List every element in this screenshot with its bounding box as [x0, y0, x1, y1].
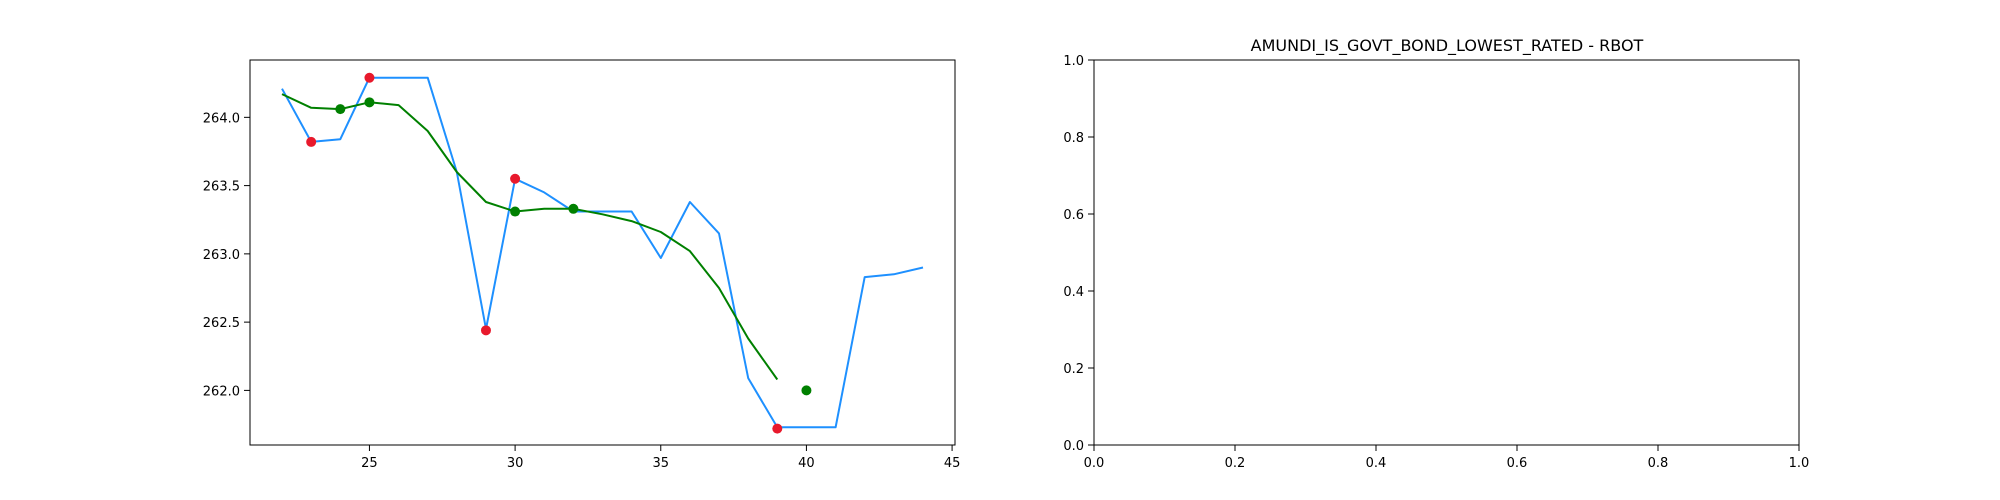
empty-chart-y-tick-label: 0.2 — [1063, 362, 1084, 377]
empty-chart-x-tick-label: 0.2 — [1225, 456, 1246, 471]
price-chart-x-tick-label: 30 — [507, 456, 524, 471]
price-chart-ticks: 25 30 35 40 45 262.0 262.5 263.0 263.5 264.0 — [203, 111, 961, 471]
price-chart-series-4-point — [510, 206, 521, 217]
empty-chart-y-tick-label: 0.0 — [1063, 439, 1084, 454]
empty-chart-x-tick-label: 0.8 — [1648, 456, 1669, 471]
price-chart-y-tick-label: 262.0 — [203, 384, 240, 399]
price-chart-series-2-line — [281, 93, 779, 381]
empty-chart-y-tick-label: 0.4 — [1063, 285, 1084, 300]
price-chart-y-tick-label: 263.0 — [203, 248, 240, 263]
price-chart-plot-area — [281, 72, 924, 434]
price-chart-y-tick-label: 263.5 — [203, 180, 240, 195]
empty-chart-title: AMUNDI_IS_GOVT_BOND_LOWEST_RATED - RBOT — [1251, 36, 1644, 56]
price-chart-series-4-point — [335, 104, 346, 115]
empty-chart-frame — [1093, 59, 1800, 446]
empty-chart-y-tick-label: 1.0 — [1063, 54, 1084, 69]
price-chart-series-4-point — [364, 97, 375, 108]
price-chart-series-3-point — [306, 136, 317, 147]
price-chart-series-3-point — [364, 72, 375, 83]
empty-chart-axes: AMUNDI_IS_GOVT_BOND_LOWEST_RATED - RBOT … — [1063, 36, 1809, 471]
price-chart-frame — [249, 59, 956, 446]
empty-chart-x-tick-label: 0.0 — [1084, 456, 1105, 471]
empty-chart-y-tick-label: 0.6 — [1063, 208, 1084, 223]
price-chart-x-tick-label: 45 — [944, 456, 961, 471]
empty-chart-y-tick-label: 0.8 — [1063, 131, 1084, 146]
price-chart-y-tick-label: 264.0 — [203, 111, 240, 126]
price-chart-x-tick-label: 35 — [652, 456, 669, 471]
price-chart-x-tick-label: 40 — [798, 456, 815, 471]
empty-chart-x-tick-label: 0.4 — [1366, 456, 1387, 471]
price-chart-y-tick-label: 262.5 — [203, 316, 240, 331]
price-chart-axes: 25 30 35 40 45 262.0 262.5 263.0 263.5 264.0 — [203, 59, 961, 471]
price-chart-series-3-point — [510, 173, 521, 184]
price-chart-series-3-point — [480, 325, 491, 336]
price-chart-x-tick-label: 25 — [361, 456, 378, 471]
empty-chart-x-tick-label: 1.0 — [1789, 456, 1810, 471]
empty-chart-ticks: 0.0 0.2 0.4 0.6 0.8 1.0 0.0 0.2 0.4 0.6 0.8 1.0 — [1063, 54, 1809, 471]
price-chart-series-4-point — [801, 385, 812, 396]
price-chart-series-4-point — [568, 203, 579, 214]
price-chart-series-1-line — [281, 76, 924, 429]
price-chart-series-3-point — [772, 423, 783, 434]
empty-chart-x-tick-label: 0.6 — [1507, 456, 1528, 471]
